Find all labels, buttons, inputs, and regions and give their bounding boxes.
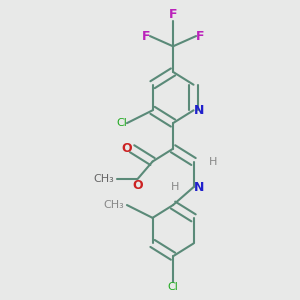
Text: O: O: [122, 142, 132, 155]
Text: CH₃: CH₃: [93, 174, 114, 184]
Text: H: H: [171, 182, 179, 192]
Text: N: N: [194, 181, 204, 194]
Text: H: H: [209, 157, 217, 166]
Text: F: F: [142, 30, 150, 43]
Text: N: N: [194, 104, 204, 117]
Text: CH₃: CH₃: [103, 200, 124, 210]
Text: F: F: [196, 30, 205, 43]
Text: Cl: Cl: [116, 118, 127, 128]
Text: O: O: [132, 179, 142, 192]
Text: Cl: Cl: [168, 282, 178, 292]
Text: F: F: [169, 8, 177, 21]
